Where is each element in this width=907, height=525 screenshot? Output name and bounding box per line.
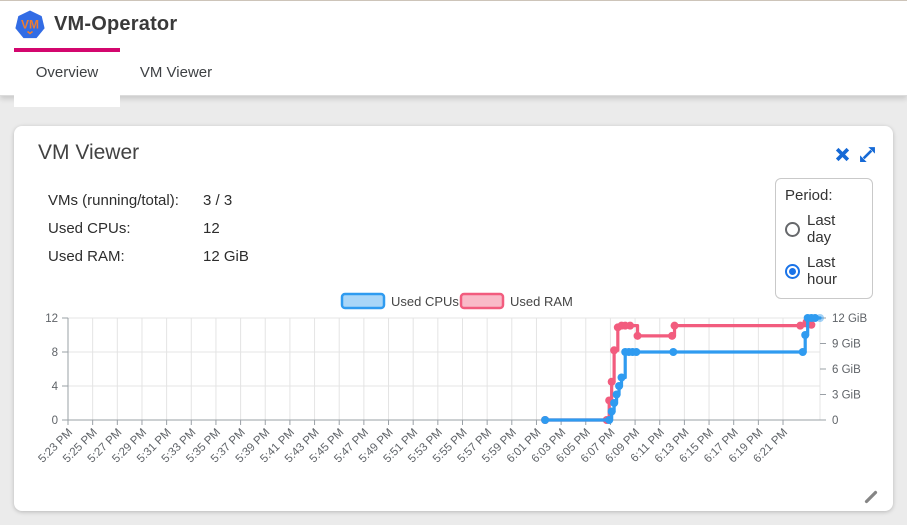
data-point[interactable]: [626, 321, 635, 330]
data-point[interactable]: [798, 348, 807, 356]
svg-text:12: 12: [45, 313, 58, 325]
svg-text:VM: VM: [21, 17, 39, 31]
chart-grid: [67, 317, 821, 420]
legend-item-used-ram[interactable]: Used RAM: [459, 292, 573, 310]
card-actions: [834, 146, 876, 163]
svg-text:4: 4: [52, 381, 59, 393]
legend-item-used-cpus[interactable]: Used CPUs: [340, 292, 459, 310]
data-point[interactable]: [668, 331, 677, 340]
stat-cpus-label: Used CPUs:: [48, 219, 131, 237]
stat-ram-label: Used RAM:: [48, 247, 125, 265]
close-icon[interactable]: [834, 146, 851, 163]
stat-cpus-value: 12: [203, 219, 220, 237]
period-selector: Period: Last day Last hour: [775, 178, 873, 299]
data-point[interactable]: [670, 321, 679, 330]
stat-vms-label: VMs (running/total):: [48, 191, 179, 209]
card-title: VM Viewer: [38, 141, 140, 164]
tab-overview[interactable]: Overview: [14, 48, 120, 107]
tab-vm-viewer[interactable]: VM Viewer: [120, 48, 232, 96]
vm-viewer-card: VM Viewer VMs (running/total): 3 / 3 Use: [14, 126, 893, 511]
stat-cpus-row: Used CPUs: 12: [48, 214, 249, 242]
data-point[interactable]: [669, 348, 678, 356]
stat-ram-value: 12 GiB: [203, 247, 249, 265]
expand-icon[interactable]: [859, 146, 876, 163]
radio-last-hour-circle[interactable]: [785, 263, 800, 279]
data-point[interactable]: [607, 377, 616, 386]
svg-text:Used CPUs: Used CPUs: [391, 294, 459, 309]
svg-text:0: 0: [52, 415, 58, 427]
app-logo-icon: VM: [15, 10, 45, 38]
svg-text:12 GiB: 12 GiB: [832, 313, 867, 325]
data-point[interactable]: [796, 321, 805, 330]
radio-last-day-label: Last day: [807, 212, 836, 246]
data-point[interactable]: [541, 416, 550, 424]
data-point[interactable]: [816, 314, 824, 322]
svg-text:Used RAM: Used RAM: [510, 294, 573, 309]
chart-legend: Used CPUs Used RAM: [340, 292, 573, 310]
period-label: Period:: [785, 187, 833, 204]
tab-vm-viewer-label: VM Viewer: [139, 63, 213, 81]
series-used-ram[interactable]: [541, 318, 816, 424]
stat-ram-row: Used RAM: 12 GiB: [48, 242, 249, 270]
data-point[interactable]: [633, 331, 642, 340]
chart-axes: [62, 317, 826, 425]
svg-text:6 GiB: 6 GiB: [832, 364, 861, 376]
data-point[interactable]: [607, 407, 616, 416]
data-point[interactable]: [811, 314, 820, 322]
svg-text:8: 8: [52, 347, 58, 359]
stat-vms-row: VMs (running/total): 3 / 3: [48, 186, 249, 214]
resize-handle-icon[interactable]: [863, 489, 879, 505]
data-point[interactable]: [615, 382, 624, 390]
data-point[interactable]: [605, 416, 614, 424]
radio-last-hour-label: Last hour: [807, 254, 838, 288]
radio-last-hour[interactable]: Last hour: [785, 254, 863, 288]
data-point[interactable]: [632, 348, 641, 356]
radio-last-day-circle[interactable]: [785, 221, 800, 237]
svg-text:0: 0: [832, 415, 838, 427]
data-point[interactable]: [610, 346, 619, 355]
data-point[interactable]: [612, 390, 621, 399]
stat-vms-value: 3 / 3: [203, 191, 233, 209]
svg-text:9 GiB: 9 GiB: [832, 339, 861, 351]
stats-panel: VMs (running/total): 3 / 3 Used CPUs: 12…: [48, 186, 249, 270]
data-point[interactable]: [801, 331, 810, 339]
app-header: VM VM-Operator: [0, 1, 907, 48]
data-point[interactable]: [610, 399, 619, 407]
tab-overview-label: Overview: [35, 63, 99, 81]
svg-text:3 GiB: 3 GiB: [832, 390, 861, 402]
data-point[interactable]: [617, 373, 626, 382]
tab-bar: Overview VM Viewer: [0, 48, 907, 107]
page-content: VM Viewer VMs (running/total): 3 / 3 Use: [0, 96, 907, 525]
data-point[interactable]: [807, 320, 816, 329]
series-used-cpus[interactable]: [541, 314, 824, 424]
app-title: VM-Operator: [54, 13, 178, 35]
radio-last-day[interactable]: Last day: [785, 212, 863, 246]
